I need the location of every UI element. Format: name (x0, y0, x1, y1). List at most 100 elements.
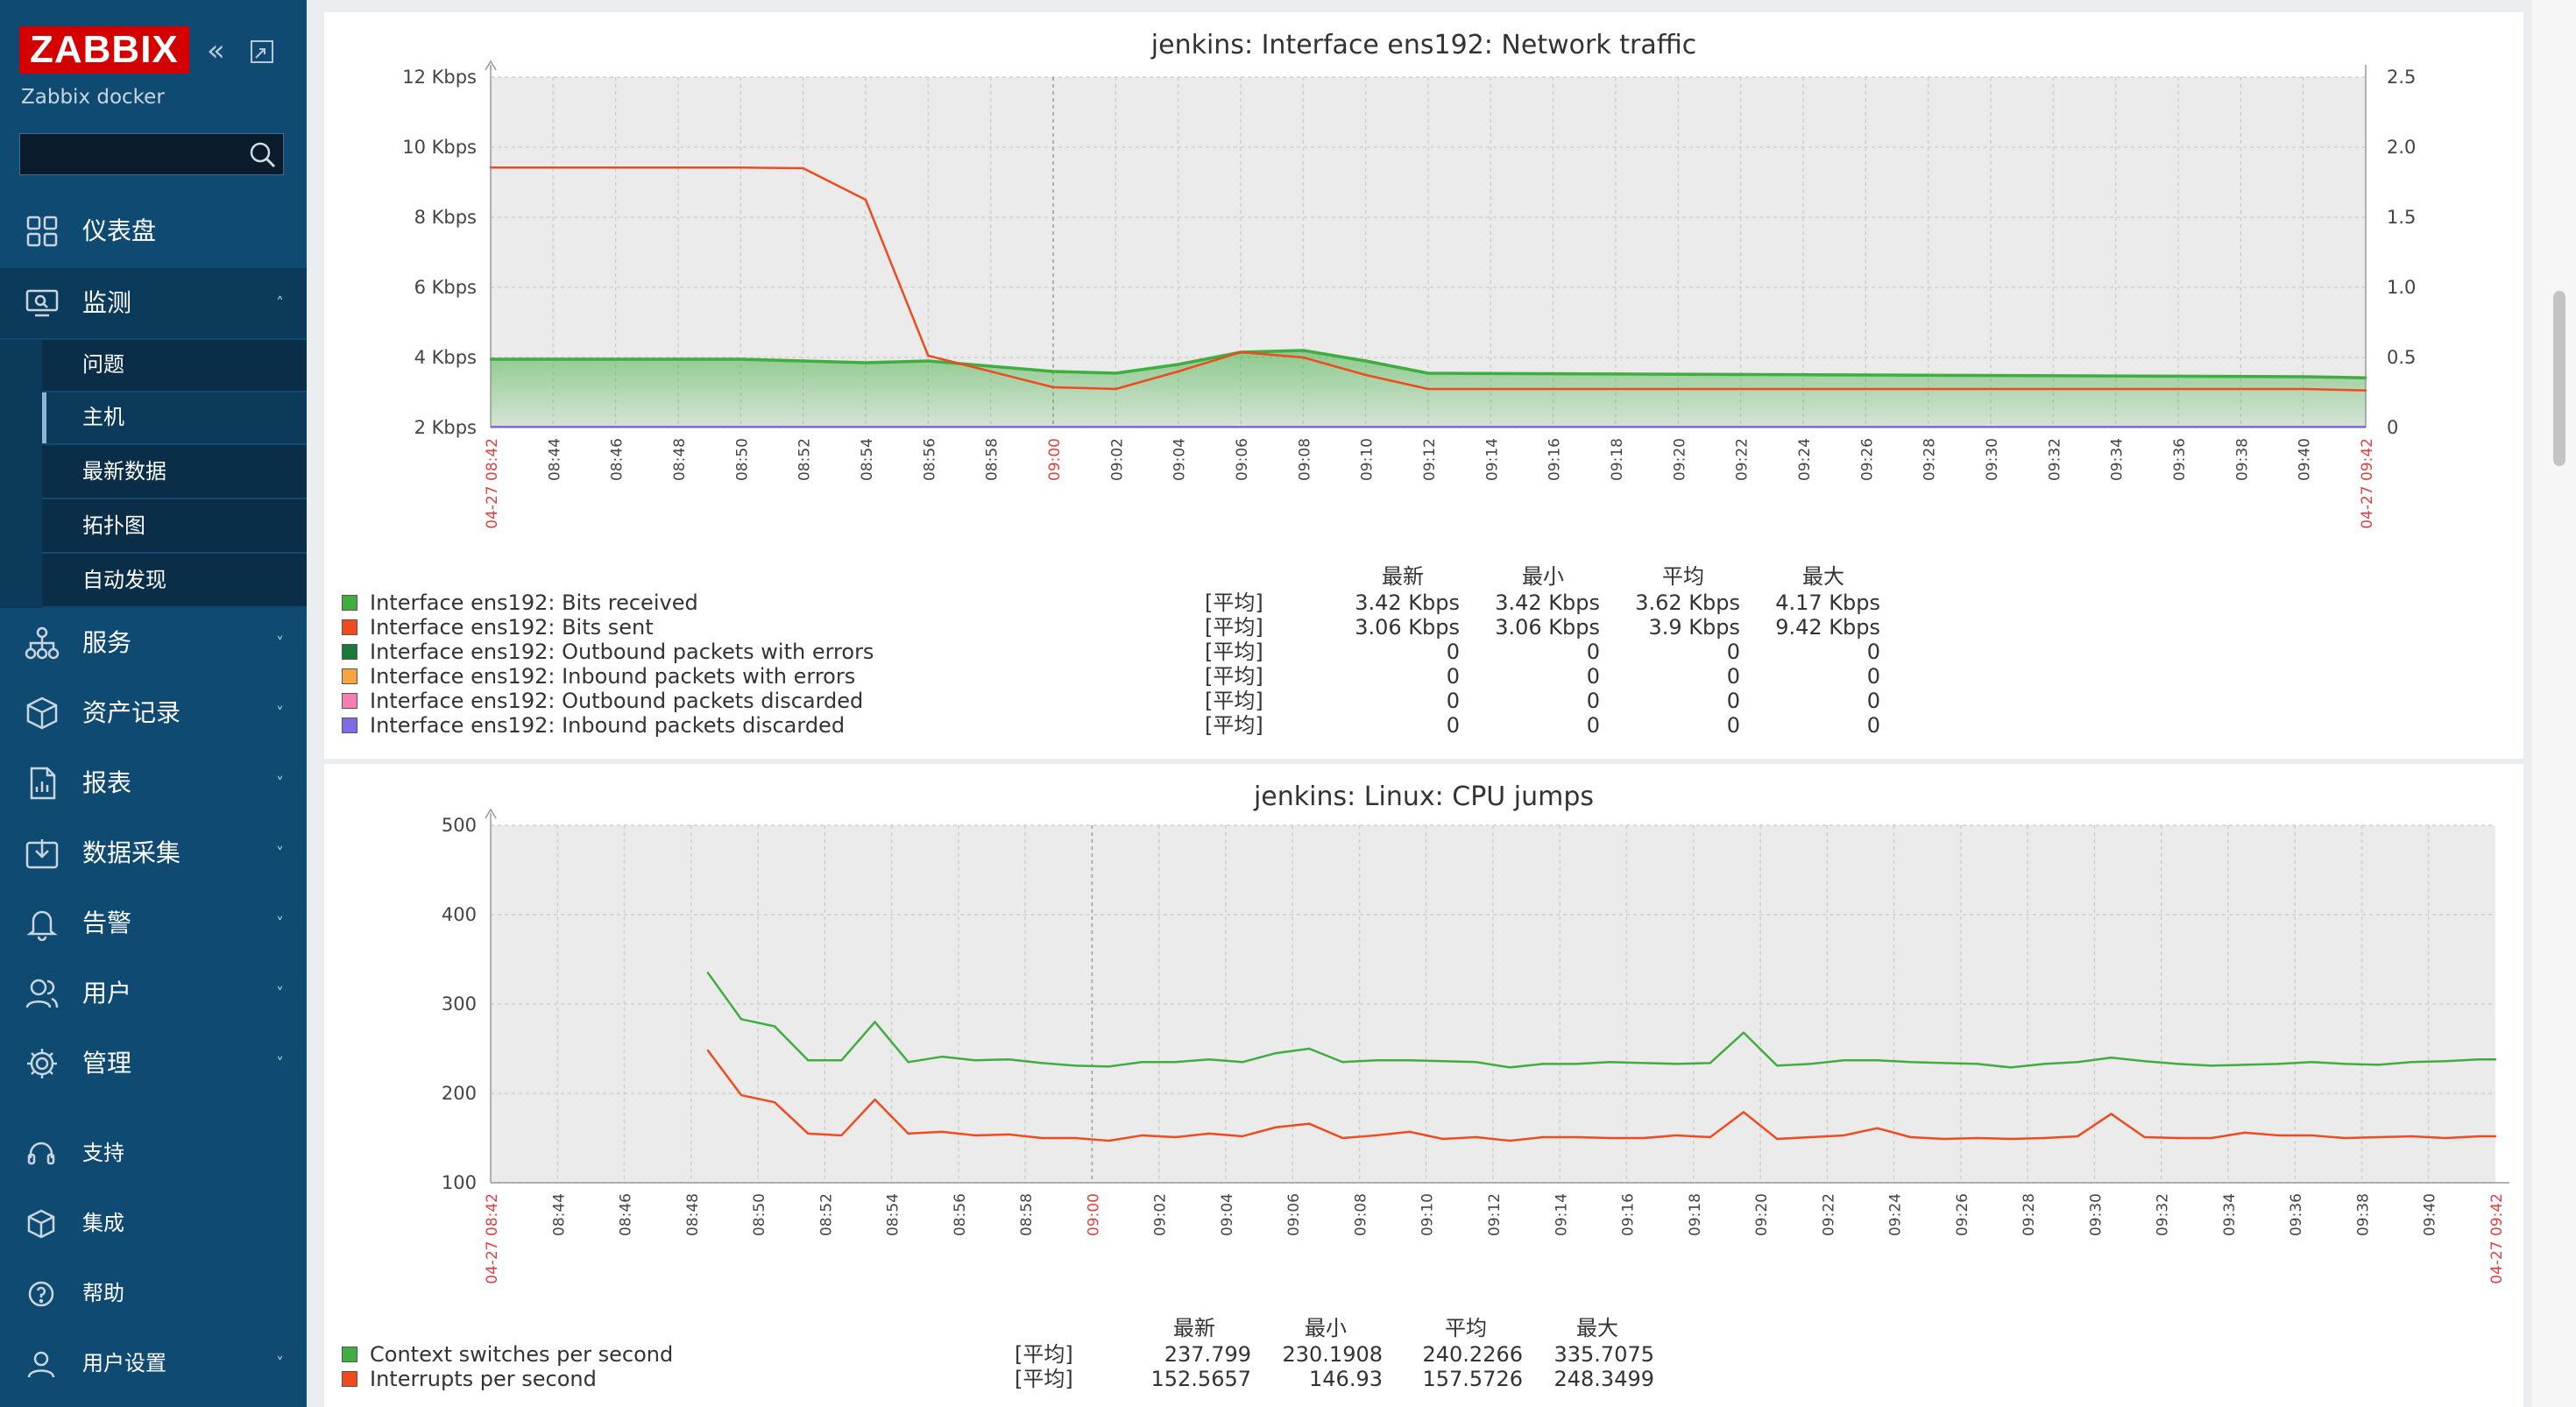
data-point (1441, 1060, 1445, 1063)
submenu-item-discovery[interactable]: 自动发现 (42, 555, 307, 608)
nav-users[interactable]: 用户 ˅ (0, 958, 307, 1029)
x-tick-label: 09:06 (1285, 1193, 1303, 1236)
nav-user-settings[interactable]: 用户设置 ˅ (0, 1333, 307, 1395)
data-point (1041, 1062, 1044, 1064)
chart-title: jenkins: Linux: CPU jumps (1253, 781, 1595, 812)
data-point (1976, 1136, 1979, 1140)
legend-row: Interface ens192: Bits received [平均] 3.42 … (342, 590, 1919, 615)
help-icon (26, 1279, 56, 1309)
page-scrollbar[interactable] (2532, 0, 2576, 1407)
x-tick-label: 08:44 (546, 438, 563, 481)
nav-label: 资产记录 (82, 698, 181, 727)
y-axis-arrow (485, 808, 497, 819)
data-point (1809, 1135, 1812, 1139)
legend-series-name: Interface ens192: Outbound packets disca… (370, 689, 864, 713)
submenu-item-problems[interactable]: 问题 (42, 340, 307, 392)
data-point (1341, 1061, 1344, 1064)
data-point (864, 198, 867, 202)
x-range-label: 04-27 08:42 (484, 438, 501, 529)
data-point (1809, 1063, 1812, 1065)
data-point (1375, 1134, 1377, 1137)
cpu-jumps-chart[interactable]: 100 200 300 400 500 08:44 08:46 08:48 08:50 08:52… (324, 764, 2523, 1316)
legend-value-last: 0 (1446, 689, 1460, 713)
search-icon[interactable] (248, 140, 278, 173)
data-point (1642, 1062, 1645, 1064)
graph-panel-cpu-jumps: jenkins: Linux: CPU jumps 100 200 300 400 50… (324, 764, 2523, 1407)
data-point (740, 357, 742, 361)
collapse-sidebar-icon[interactable]: « (207, 33, 225, 68)
nav-help[interactable]: 帮助 (0, 1263, 307, 1325)
graph-panel-network-traffic: jenkins: Interface ens192: Network traff… (324, 12, 2523, 759)
data-point (1308, 1122, 1311, 1125)
zabbix-logo[interactable]: ZABBIX (19, 26, 189, 74)
data-point (1441, 1137, 1445, 1141)
data-point (2077, 1135, 2079, 1138)
data-point (1976, 1063, 1979, 1065)
nav-services[interactable]: 服务 ˅ (0, 608, 307, 678)
legend-series-name: Interrupts per second (370, 1367, 597, 1391)
legend-row: Interface ens192: Outbound packets disca… (342, 689, 1919, 713)
nav-alerts[interactable]: 告警 ˅ (0, 888, 307, 958)
legend-swatch (342, 1371, 357, 1387)
data-point (1943, 1062, 1945, 1064)
chevron-down-icon: ˅ (276, 1354, 284, 1373)
legend-header-max: 最大 (1802, 564, 1844, 589)
data-point (1115, 387, 1117, 391)
submenu-item-hosts[interactable]: 主机 (42, 392, 307, 445)
data-point (1375, 1059, 1377, 1062)
x-tick-label: 09:06 (1234, 438, 1251, 481)
nav-support[interactable]: 支持 (0, 1123, 307, 1184)
legend-value-avg: 0 (1726, 689, 1740, 713)
search-input[interactable] (20, 134, 260, 174)
data-point (2077, 1061, 2079, 1064)
legend-swatch (342, 668, 357, 684)
data-point (2494, 1135, 2497, 1138)
data-point (2494, 1058, 2497, 1061)
nav-data-collection[interactable]: 数据采集 ˅ (0, 818, 307, 888)
legend-value-max: 248.3499 (1553, 1367, 1654, 1391)
y-tick-label: 300 (442, 993, 477, 1015)
scrollbar-thumb[interactable] (2553, 291, 2565, 466)
data-point (1876, 1127, 1879, 1129)
sidebar: ZABBIX « Zabbix docker 仪表盘 监测 ˄ 问题 主机 最新… (0, 0, 307, 1407)
data-point (2444, 1136, 2446, 1140)
data-point (1609, 1061, 1611, 1064)
x-tick-label: 09:16 (1546, 438, 1564, 481)
x-tick-label: 09:08 (1296, 438, 1313, 481)
legend-value-max: 9.42 Kbps (1775, 615, 1880, 640)
submenu-item-latest-data[interactable]: 最新数据 (42, 447, 307, 499)
data-point (1007, 1133, 1010, 1136)
data-point (2410, 1061, 2413, 1064)
nav-monitoring[interactable]: 监测 ˄ (0, 268, 307, 338)
submenu-item-maps[interactable]: 拓扑图 (42, 501, 307, 554)
submenu-label: 最新数据 (82, 459, 166, 484)
data-point (807, 1059, 810, 1062)
legend-row: Interface ens192: Bits sent [平均] 3.06 Kbps… (342, 615, 1919, 640)
x-tick-label: 09:00 (1085, 1193, 1102, 1236)
nav-reports[interactable]: 报表 ˅ (0, 748, 307, 818)
data-point (840, 1134, 843, 1137)
nav-dashboard[interactable]: 仪表盘 (0, 196, 307, 266)
x-tick-label: 09:40 (2422, 1193, 2439, 1236)
nav-label: 仪表盘 (82, 216, 157, 245)
y-tick-label: 400 (442, 904, 477, 925)
kiosk-mode-icon[interactable] (249, 33, 275, 73)
nav-integrations[interactable]: 集成 (0, 1193, 307, 1255)
legend-series-name: Interface ens192: Inbound packets discar… (370, 713, 846, 738)
legend-function: [平均] (1015, 1367, 1073, 1391)
legend-value-max: 0 (1866, 689, 1880, 713)
data-point (1742, 1111, 1745, 1114)
x-tick-label: 09:04 (1219, 1193, 1236, 1236)
legend-swatch (342, 619, 357, 635)
x-tick-label: 08:52 (796, 438, 814, 481)
data-point (2043, 1063, 2046, 1065)
x-tick-label: 08:58 (984, 438, 1001, 481)
nav-administration[interactable]: 管理 ˅ (0, 1029, 307, 1099)
nav-inventory[interactable]: 资产记录 ˅ (0, 678, 307, 748)
search-box[interactable] (19, 133, 284, 175)
y2-tick-label: 1.5 (2387, 207, 2416, 228)
data-point (2364, 389, 2367, 392)
legend-header-min: 最小 (1305, 1316, 1347, 1340)
x-tick-label: 09:10 (1359, 438, 1376, 481)
